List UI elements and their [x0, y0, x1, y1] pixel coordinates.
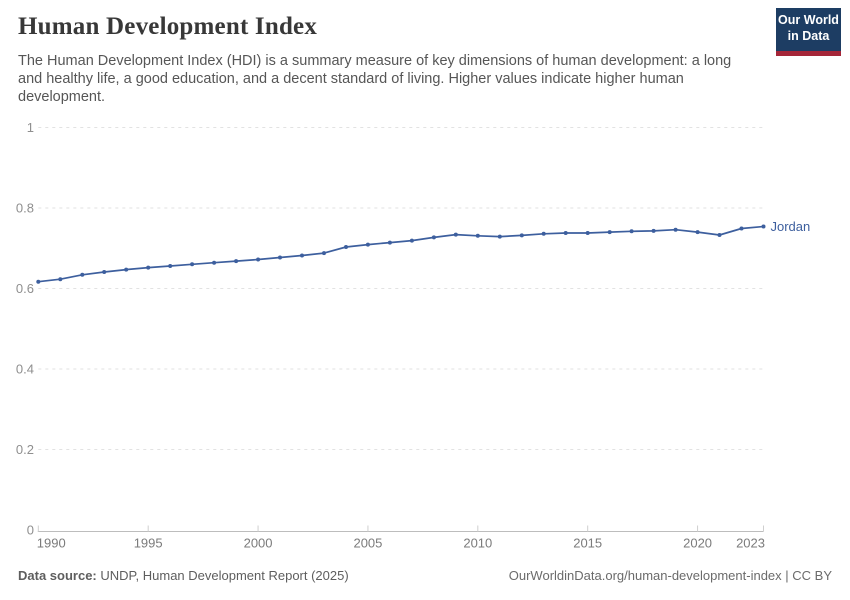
- x-axis-tick-label: 2023: [736, 536, 765, 551]
- data-point[interactable]: [168, 264, 173, 268]
- data-point[interactable]: [475, 233, 480, 238]
- x-axis-tick-label: 2000: [244, 536, 273, 551]
- data-point[interactable]: [717, 233, 722, 237]
- data-point[interactable]: [629, 229, 634, 234]
- data-point[interactable]: [739, 226, 744, 231]
- data-point[interactable]: [519, 233, 524, 238]
- data-source-value: UNDP, Human Development Report (2025): [96, 568, 349, 583]
- data-point[interactable]: [431, 235, 436, 240]
- series-line[interactable]: [37, 225, 765, 283]
- data-point[interactable]: [256, 257, 261, 262]
- data-point[interactable]: [146, 265, 151, 270]
- data-point[interactable]: [673, 227, 678, 232]
- owid-logo-line1: Our World: [778, 13, 839, 27]
- chart-subtitle: The Human Development Index (HDI) is a s…: [18, 53, 732, 106]
- data-source-note: Data source: UNDP, Human Development Rep…: [18, 568, 349, 583]
- data-point[interactable]: [322, 251, 326, 256]
- series-end-label[interactable]: Jordan: [771, 219, 811, 234]
- attribution-link[interactable]: OurWorldinData.org/human-development-ind…: [508, 568, 832, 583]
- data-point[interactable]: [761, 224, 766, 229]
- owid-logo-line2: in Data: [787, 28, 830, 43]
- data-point[interactable]: [409, 238, 414, 243]
- data-point[interactable]: [234, 259, 239, 264]
- x-axis-tick-label: 2015: [573, 536, 602, 551]
- data-point[interactable]: [344, 245, 348, 249]
- page-title: Human Development Index: [18, 13, 318, 40]
- x-axis-tick-label: 1990: [37, 536, 66, 551]
- data-source-label: Data source:: [18, 568, 97, 583]
- data-point[interactable]: [36, 279, 41, 284]
- y-axis-tick-label: 0.2: [16, 442, 34, 457]
- data-point[interactable]: [387, 240, 392, 245]
- y-axis-tick-label: 1: [27, 120, 34, 135]
- data-point[interactable]: [190, 262, 195, 267]
- x-axis-tick-label: 2010: [463, 536, 492, 551]
- data-point[interactable]: [278, 255, 282, 260]
- x-axis-tick-label: 2020: [683, 536, 712, 551]
- data-point[interactable]: [58, 277, 63, 282]
- data-point[interactable]: [585, 231, 590, 235]
- y-axis-tick-label: 0.6: [16, 281, 34, 296]
- data-point[interactable]: [607, 230, 612, 235]
- x-axis-tick-label: 2005: [353, 536, 382, 551]
- y-axis-tick-label: 0.4: [16, 362, 34, 377]
- data-point[interactable]: [651, 228, 656, 233]
- data-point[interactable]: [563, 231, 568, 235]
- data-point[interactable]: [80, 272, 85, 277]
- data-point[interactable]: [102, 270, 107, 274]
- x-axis-tick-label: 1995: [134, 536, 163, 551]
- data-point[interactable]: [300, 253, 304, 258]
- y-axis-tick-label: 0.8: [16, 201, 34, 216]
- data-point[interactable]: [124, 267, 129, 272]
- data-point[interactable]: [541, 231, 546, 236]
- y-axis-tick-label: 0: [27, 523, 34, 538]
- data-point[interactable]: [365, 242, 370, 247]
- data-point[interactable]: [695, 230, 700, 235]
- owid-logo[interactable]: Our World in Data: [776, 8, 841, 56]
- data-point[interactable]: [497, 234, 502, 239]
- data-point[interactable]: [212, 260, 217, 265]
- data-point[interactable]: [453, 232, 458, 237]
